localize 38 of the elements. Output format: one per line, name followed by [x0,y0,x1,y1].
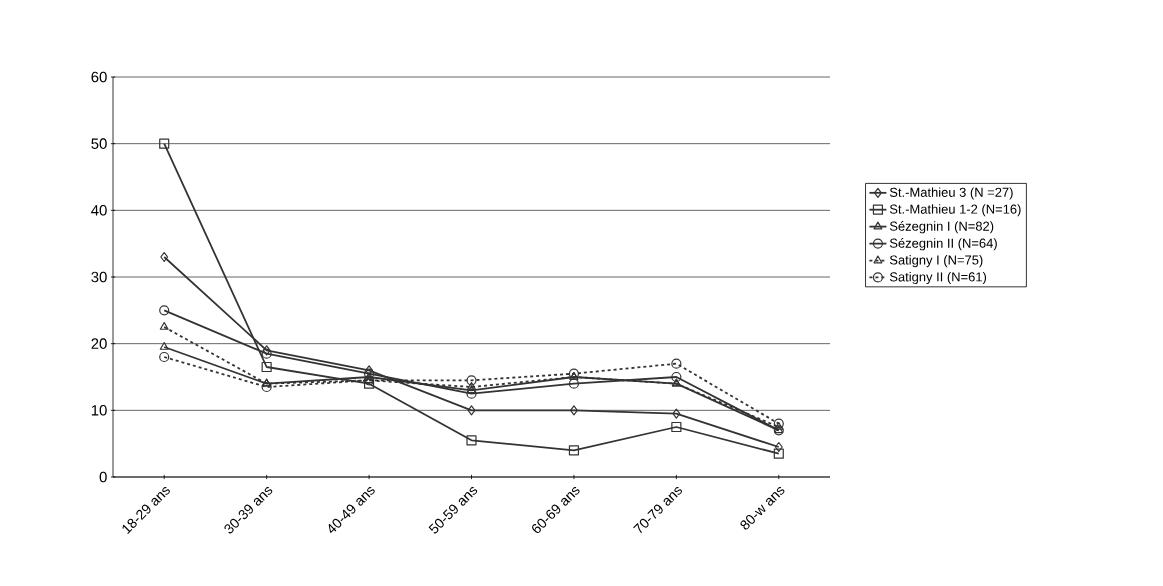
legend-label: Satigny I (N=75) [889,255,983,268]
point [466,435,477,446]
point [671,371,682,383]
point [773,448,784,459]
point [568,445,580,456]
point [159,351,170,363]
point [569,405,578,416]
legend-label: Sézegnin I (N=82) [889,221,994,234]
legend-label: Satigny II (N=61) [889,271,987,285]
point [671,421,682,433]
y-tick-label: 40 [91,205,107,216]
legend-label: St.-Mathieu 3 (N =27) [889,187,1013,200]
y-tick-label: 50 [91,138,107,149]
legend-label: Sézegnin II (N=64) [889,238,997,251]
point [672,408,681,419]
point [671,358,682,369]
point [467,385,476,394]
point [159,305,170,316]
point [262,345,271,356]
point [467,381,476,390]
point [159,138,170,149]
point [261,381,272,393]
point [774,441,783,453]
point [261,361,272,373]
legend-label: St.-Mathieu 1-2 (N=16) [889,204,1021,217]
point [261,348,272,359]
y-tick-label: 20 [91,338,107,349]
point [568,378,580,389]
y-tick-label: 30 [91,271,107,283]
y-tick-label: 60 [91,71,107,83]
point [159,341,169,350]
point [467,405,476,416]
point [466,375,477,386]
y-tick-label: 10 [91,405,107,416]
point [160,251,169,263]
point [466,388,477,399]
point [159,321,169,330]
y-tick-label: 0 [99,471,107,483]
